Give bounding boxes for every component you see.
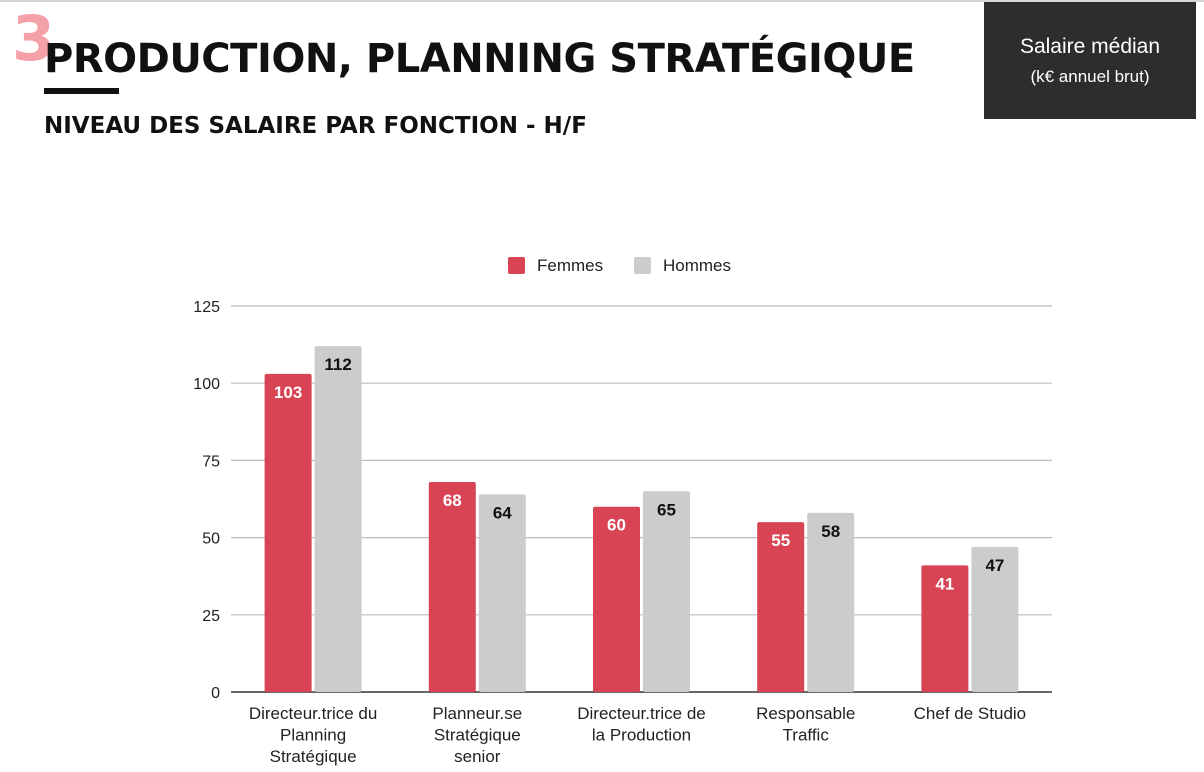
legend-label: Hommes	[663, 256, 731, 275]
data-label: 103	[274, 383, 302, 402]
data-label: 60	[607, 516, 626, 535]
bar-hommes	[643, 491, 690, 692]
bar-hommes	[971, 546, 1019, 692]
info-box: Salaire médian (k€ annuel brut)	[984, 2, 1196, 119]
bar-femmes	[428, 482, 476, 692]
info-box-title: Salaire médian	[1019, 35, 1161, 58]
data-label: 65	[657, 500, 676, 519]
info-box-unit: (k€ annuel brut)	[1030, 67, 1150, 86]
y-tick-label: 100	[193, 376, 220, 393]
data-label: 112	[324, 355, 351, 374]
y-tick-label: 125	[193, 299, 220, 316]
section-number: 3	[12, 2, 56, 75]
data-label: 58	[821, 522, 840, 541]
x-tick-label: la Production	[592, 726, 691, 745]
top-divider	[0, 0, 1204, 2]
x-tick-label: Chef de Studio	[914, 704, 1026, 723]
x-tick-label: Responsable	[756, 704, 855, 723]
bar-hommes	[807, 512, 855, 692]
x-tick-label: Directeur.trice de	[577, 704, 706, 723]
title-underline	[44, 88, 119, 94]
y-tick-label: 0	[211, 685, 220, 702]
bar-femmes	[921, 565, 969, 692]
y-tick-label: 25	[202, 608, 220, 625]
bar-hommes	[478, 494, 526, 692]
y-tick-label: 75	[202, 453, 220, 470]
x-tick-label: Stratégique	[270, 747, 357, 766]
y-tick-label: 50	[202, 531, 220, 548]
x-tick-label: Planning	[280, 726, 346, 745]
bar-femmes	[593, 506, 640, 692]
x-tick-label: Stratégique	[434, 726, 521, 745]
page-subtitle: NIVEAU DES SALAIRE PAR FONCTION - H/F	[44, 113, 587, 139]
data-label: 55	[771, 531, 790, 550]
legend-swatch	[634, 257, 651, 274]
data-label: 64	[493, 503, 512, 522]
legend-swatch	[508, 257, 525, 274]
x-tick-label: Planneur.se	[432, 704, 522, 723]
page-title: PRODUCTION, PLANNING STRATÉGIQUE	[44, 36, 915, 82]
bar-hommes	[314, 346, 362, 692]
legend-label: Femmes	[537, 256, 603, 275]
data-label: 68	[443, 491, 462, 510]
bar-femmes	[757, 522, 805, 692]
x-tick-label: senior	[454, 747, 501, 766]
data-label: 47	[985, 556, 1004, 575]
data-label: 41	[935, 574, 954, 593]
bar-femmes	[264, 373, 312, 692]
x-tick-label: Traffic	[783, 726, 830, 745]
x-tick-label: Directeur.trice du	[249, 704, 378, 723]
